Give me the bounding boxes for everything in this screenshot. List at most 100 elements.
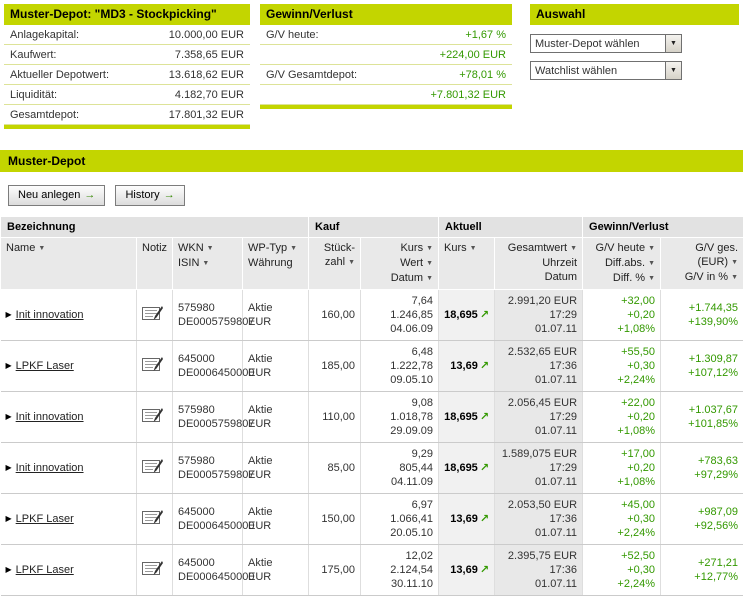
note-icon[interactable] (142, 459, 163, 478)
toolbar: Neu anlegen→ History→ (0, 172, 743, 216)
depot-summary-panel: Muster-Depot: "MD3 - Stockpicking" Anlag… (4, 4, 250, 129)
gv-heute-diff-value: +0,30 (588, 512, 655, 526)
uhrzeit-header-label: Uhrzeit (542, 257, 577, 269)
gv-ges-pct-value: +92,56% (666, 519, 738, 533)
sort-kauf-kurs[interactable]: Kurs (400, 242, 423, 254)
position-name-link[interactable]: Init innovation (16, 411, 84, 423)
arrow-right-icon: → (164, 189, 175, 201)
position-name-link[interactable]: LPKF Laser (16, 513, 74, 525)
aktuell-kurs-value: 13,69 (450, 564, 478, 576)
expand-triangle-icon: ▶ (6, 361, 12, 370)
expand-triangle-icon: ▶ (6, 463, 12, 472)
note-icon[interactable] (142, 408, 163, 427)
neu-anlegen-label: Neu anlegen (18, 189, 80, 201)
musterdepot-select[interactable]: Muster-Depot wählen ▼ (530, 34, 682, 53)
summary-value: 4.182,70 EUR (175, 89, 244, 101)
isin-value: DE0005759807 (178, 468, 237, 482)
sort-kauf-wert[interactable]: Wert (400, 257, 423, 269)
group-header-row: Bezeichnung Kauf Aktuell Gewinn/Verlust (1, 217, 743, 238)
kurs-up-arrow-icon: ↗ (480, 564, 489, 576)
sort-wkn[interactable]: WKN (178, 242, 204, 254)
sort-kauf-datum[interactable]: Datum (391, 272, 423, 284)
gv-value: +224,00 EUR (440, 49, 506, 61)
sort-diff-abs[interactable]: Diff.abs. (605, 257, 645, 269)
gesamtwert-cell: 2.991,20 EUR 17:29 01.07.11 (495, 290, 583, 341)
kurs-up-arrow-icon: ↗ (480, 411, 489, 423)
gv-ges-cell: +271,21 +12,77% (661, 545, 743, 596)
summary-row: Anlagekapital: 10.000,00 EUR (4, 25, 250, 45)
kauf-cell: 7,64 1.246,85 04.06.09 (361, 290, 439, 341)
wptyp-value: Aktie (248, 505, 303, 519)
wptyp-waehrung-cell: Aktie EUR (243, 494, 309, 545)
waehrung-value: EUR (248, 468, 303, 482)
position-name-link[interactable]: LPKF Laser (16, 564, 74, 576)
table-row: ▶Init innovation 575980 DE0005759807 Akt… (1, 392, 743, 443)
sort-stueckzahl[interactable]: zahl (325, 256, 345, 268)
watchlist-select-value: Watchlist wählen (531, 65, 665, 77)
notiz-cell (137, 494, 173, 545)
name-cell: ▶LPKF Laser (1, 494, 137, 545)
summary-value: 10.000,00 EUR (169, 29, 244, 41)
uhrzeit-value: 17:36 (500, 512, 577, 526)
note-icon[interactable] (142, 306, 163, 325)
kauf-datum-value: 04.11.09 (366, 475, 433, 489)
kauf-cell: 6,97 1.066,41 20.05.10 (361, 494, 439, 545)
gv-heute-abs-value: +52,50 (588, 549, 655, 563)
sort-gv-in-pct[interactable]: G/V in % (685, 271, 728, 283)
chevron-down-icon[interactable]: ▼ (665, 35, 681, 52)
sort-aktuell-kurs[interactable]: Kurs (444, 242, 467, 254)
note-icon[interactable] (142, 357, 163, 376)
notiz-cell (137, 443, 173, 494)
sort-desc-icon: ▼ (290, 245, 297, 252)
kauf-datum-value: 04.06.09 (366, 322, 433, 336)
kauf-kurs-value: 9,08 (366, 396, 433, 410)
uhrzeit-value: 17:36 (500, 359, 577, 373)
gv-panel-title: Gewinn/Verlust (260, 4, 512, 25)
isin-value: DE0005759807 (178, 417, 237, 431)
col-header-name: Name▼ (1, 238, 137, 290)
wkn-isin-cell: 645000 DE0006450000 (173, 494, 243, 545)
sort-gesamtwert[interactable]: Gesamtwert (508, 242, 567, 254)
sort-isin[interactable]: ISIN (178, 257, 199, 269)
sort-gv-heute[interactable]: G/V heute (596, 242, 646, 254)
wkn-value: 575980 (178, 454, 237, 468)
watchlist-select[interactable]: Watchlist wählen ▼ (530, 61, 682, 80)
gv-heute-diff-value: +0,30 (588, 359, 655, 373)
wkn-isin-cell: 575980 DE0005759807 (173, 290, 243, 341)
gv-ges-eur-value: +271,21 (666, 556, 738, 570)
position-name-link[interactable]: Init innovation (16, 309, 84, 321)
gv-value: +78,01 % (459, 69, 506, 81)
summary-value: 13.618,62 EUR (169, 69, 244, 81)
gesamtwert-cell: 2.395,75 EUR 17:36 01.07.11 (495, 545, 583, 596)
position-name-link[interactable]: Init innovation (16, 462, 84, 474)
note-icon[interactable] (142, 510, 163, 529)
waehrung-value: EUR (248, 417, 303, 431)
kauf-kurs-value: 7,64 (366, 294, 433, 308)
gv-ges-eur-value: +1.309,87 (666, 352, 738, 366)
sort-diff-pct[interactable]: Diff. % (613, 272, 645, 284)
gv-ges-header-label: G/V ges. (695, 242, 738, 254)
wptyp-waehrung-cell: Aktie EUR (243, 545, 309, 596)
note-icon[interactable] (142, 561, 163, 580)
kauf-datum-value: 20.05.10 (366, 526, 433, 540)
position-name-link[interactable]: LPKF Laser (16, 360, 74, 372)
gv-ges-pct-value: +97,29% (666, 468, 738, 482)
sort-name[interactable]: Name (6, 242, 35, 254)
waehrung-value: EUR (248, 519, 303, 533)
gv-ges-pct-value: +107,12% (666, 366, 738, 380)
sort-desc-icon: ▼ (470, 245, 477, 252)
neu-anlegen-button[interactable]: Neu anlegen→ (8, 185, 105, 206)
stueckzahl-cell: 160,00 (309, 290, 361, 341)
gv-ges-cell: +1.744,35 +139,90% (661, 290, 743, 341)
gv-ges-eur-value: +987,09 (666, 505, 738, 519)
chevron-down-icon[interactable]: ▼ (665, 62, 681, 79)
history-button[interactable]: History→ (115, 185, 184, 206)
sort-gv-eur[interactable]: (EUR) (698, 256, 729, 268)
sort-wptyp[interactable]: WP-Typ (248, 242, 287, 254)
notiz-header-label: Notiz (142, 242, 167, 254)
datum-value: 01.07.11 (500, 577, 577, 591)
kurs-up-arrow-icon: ↗ (480, 513, 489, 525)
col-header-gesamtwert: Gesamtwert▼ Uhrzeit Datum (495, 238, 583, 290)
summary-row: Aktueller Depotwert: 13.618,62 EUR (4, 65, 250, 85)
summary-row: Kaufwert: 7.358,65 EUR (4, 45, 250, 65)
